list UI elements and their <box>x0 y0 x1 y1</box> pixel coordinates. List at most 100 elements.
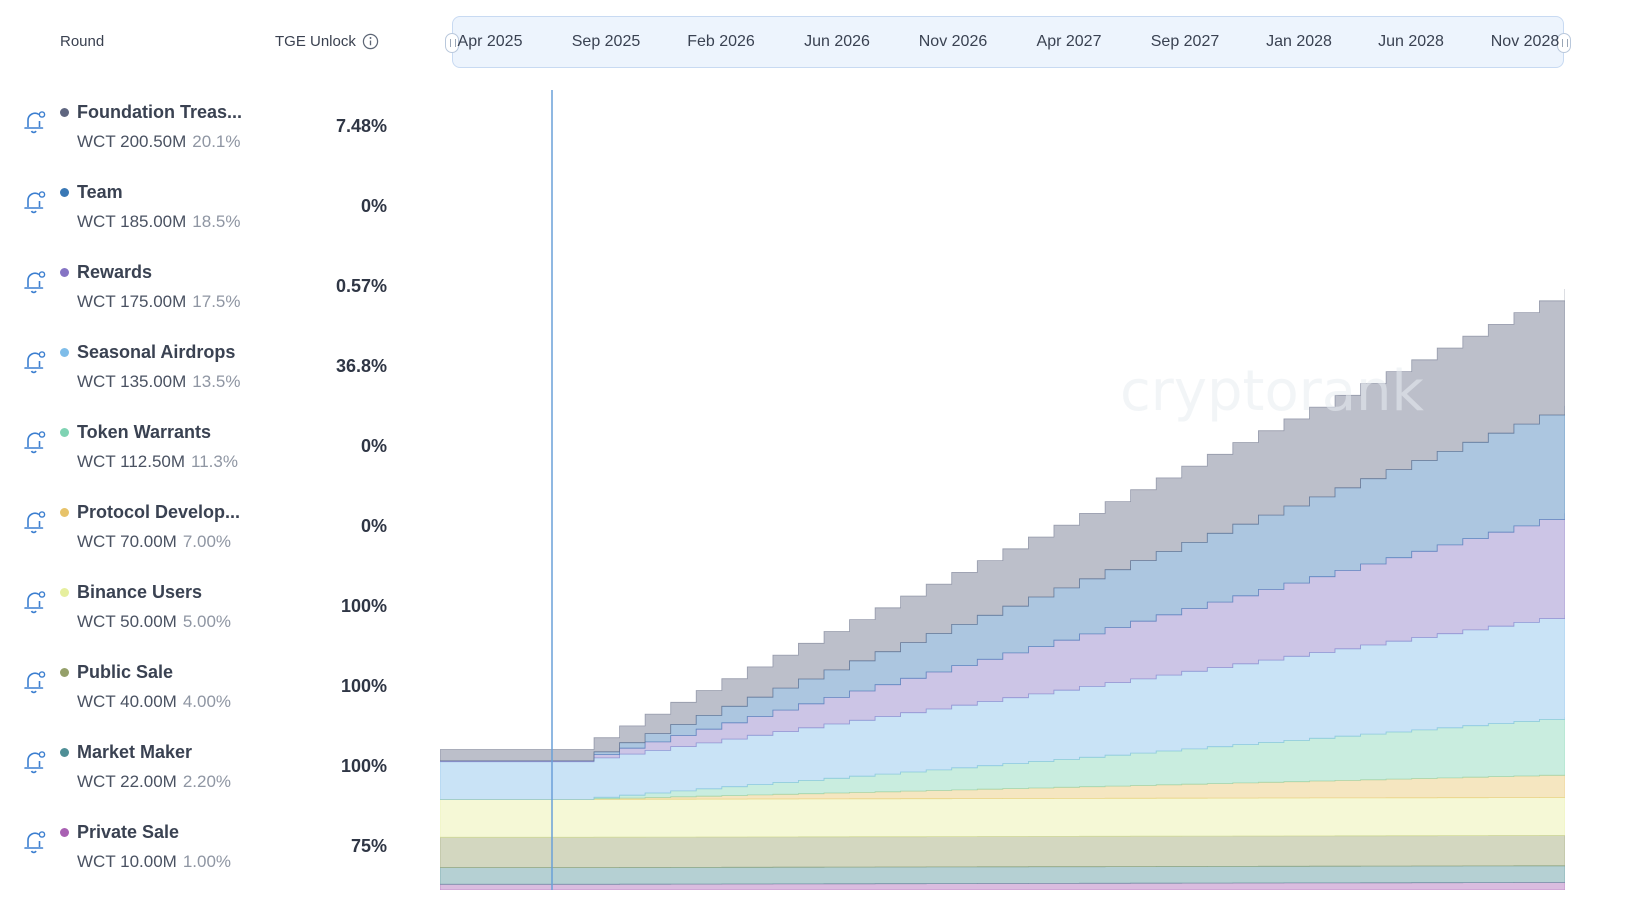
round-amount: WCT 175.00M <box>77 292 187 311</box>
timeline-range-slider[interactable]: Apr 2025 Sep 2025 Feb 2026 Jun 2026 Nov 2026… <box>445 16 1571 68</box>
round-color-dot <box>60 588 69 597</box>
round-share: 7.00% <box>182 532 232 551</box>
round-color-dot <box>60 268 69 277</box>
timeline-label: Sep 2027 <box>1150 33 1220 50</box>
area-series[interactable] <box>440 835 1565 868</box>
round-share: 18.5% <box>192 212 241 231</box>
round-share: 17.5% <box>192 292 241 311</box>
timeline-label: Apr 2025 <box>457 33 523 50</box>
timeline-label: Jun 2026 <box>804 33 870 50</box>
range-end-handle[interactable] <box>1557 33 1571 53</box>
round-tge-unlock: 0% <box>360 516 387 536</box>
round-name: Token Warrants <box>77 422 212 442</box>
timeline-label: Jun 2028 <box>1378 33 1444 50</box>
round-share: 13.5% <box>192 372 241 391</box>
watermark: cryptorank <box>1120 359 1425 424</box>
bell-alert-icon[interactable] <box>22 348 48 376</box>
round-share: 4.00% <box>182 692 232 711</box>
round-color-dot <box>60 348 69 357</box>
round-amount: WCT 185.00M <box>77 212 187 231</box>
round-amount: WCT 10.00M <box>77 852 177 871</box>
area-series[interactable] <box>440 289 1565 762</box>
bell-alert-icon[interactable] <box>22 588 48 616</box>
round-color-dot <box>60 508 69 517</box>
round-allocation: WCT 40.00M 4.00% <box>77 692 231 712</box>
round-name: Rewards <box>77 262 153 282</box>
round-allocation: WCT 70.00M 7.00% <box>77 532 231 552</box>
round-amount: WCT 135.00M <box>77 372 187 391</box>
round-name: Public Sale <box>77 662 174 682</box>
round-name: Private Sale <box>77 822 180 842</box>
round-row[interactable]: Team WCT 185.00M 18.5% 0% <box>0 174 400 252</box>
round-color-dot <box>60 748 69 757</box>
area-series[interactable] <box>440 865 1565 885</box>
chart-areas <box>440 289 1565 890</box>
round-amount: WCT 22.00M <box>77 772 177 791</box>
round-row[interactable]: Private Sale WCT 10.00M 1.00% 75% <box>0 814 400 892</box>
round-color-dot <box>60 428 69 437</box>
round-share: 11.3% <box>191 452 238 471</box>
round-name: Market Maker <box>77 742 193 762</box>
timeline-label: Apr 2027 <box>1036 33 1102 50</box>
round-row[interactable]: Rewards WCT 175.00M 17.5% 0.57% <box>0 254 400 332</box>
round-amount: WCT 50.00M <box>77 612 177 631</box>
round-name: Team <box>77 182 123 202</box>
bell-alert-icon[interactable] <box>22 268 48 296</box>
area-series[interactable] <box>440 797 1565 838</box>
round-row[interactable]: Public Sale WCT 40.00M 4.00% 100% <box>0 654 400 732</box>
round-color-dot <box>60 108 69 117</box>
round-amount: WCT 40.00M <box>77 692 177 711</box>
round-amount: WCT 70.00M <box>77 532 177 551</box>
timeline-label: Nov 2028 <box>1490 33 1560 50</box>
round-tge-unlock: 0% <box>360 196 387 216</box>
bell-alert-icon[interactable] <box>22 828 48 856</box>
round-allocation: WCT 185.00M 18.5% <box>77 212 240 232</box>
round-share: 20.1% <box>192 132 241 151</box>
round-amount: WCT 200.50M <box>77 132 187 151</box>
bell-alert-icon[interactable] <box>22 108 48 136</box>
round-allocation: WCT 50.00M 5.00% <box>77 612 231 632</box>
round-row[interactable]: Seasonal Airdrops WCT 135.00M 13.5% 36.8% <box>0 334 400 412</box>
timeline-label: Feb 2026 <box>687 33 755 50</box>
bell-alert-icon[interactable] <box>22 508 48 536</box>
timeline-label: Nov 2026 <box>918 33 988 50</box>
round-allocation: WCT 10.00M 1.00% <box>77 852 231 872</box>
round-allocation: WCT 175.00M 17.5% <box>77 292 240 312</box>
bell-alert-icon[interactable] <box>22 748 48 776</box>
round-tge-unlock: 75% <box>350 836 387 856</box>
round-tge-unlock: 36.8% <box>335 356 387 376</box>
bell-alert-icon[interactable] <box>22 188 48 216</box>
round-name: Seasonal Airdrops <box>77 342 236 362</box>
bell-alert-icon[interactable] <box>22 668 48 696</box>
round-row[interactable]: Token Warrants WCT 112.50M 11.3% 0% <box>0 414 400 492</box>
round-allocation: WCT 22.00M 2.20% <box>77 772 231 792</box>
timeline-label: Jan 2028 <box>1266 33 1332 50</box>
round-allocation: WCT 112.50M 11.3% <box>77 452 238 472</box>
round-allocation: WCT 200.50M 20.1% <box>77 132 240 152</box>
round-color-dot <box>60 188 69 197</box>
round-tge-unlock: 100% <box>340 596 387 616</box>
timeline-label: Sep 2025 <box>571 33 641 50</box>
round-allocation: WCT 135.00M 13.5% <box>77 372 240 392</box>
column-header-tge: TGE Unlock <box>275 33 379 50</box>
round-tge-unlock: 7.48% <box>335 116 387 136</box>
round-share: 1.00% <box>182 852 232 871</box>
round-tge-unlock: 0% <box>360 436 387 456</box>
bell-alert-icon[interactable] <box>22 428 48 456</box>
round-name: Protocol Develop... <box>77 502 241 522</box>
round-name: Foundation Treas... <box>77 102 243 122</box>
round-row[interactable]: Market Maker WCT 22.00M 2.20% 100% <box>0 734 400 812</box>
round-row[interactable]: Foundation Treas... WCT 200.50M 20.1% 7.48% <box>0 94 400 172</box>
round-row[interactable]: Binance Users WCT 50.00M 5.00% 100% <box>0 574 400 652</box>
round-name: Binance Users <box>77 582 203 602</box>
round-color-dot <box>60 668 69 677</box>
round-share: 5.00% <box>182 612 232 631</box>
round-row[interactable]: Protocol Develop... WCT 70.00M 7.00% 0% <box>0 494 400 572</box>
range-start-handle[interactable] <box>445 33 459 53</box>
round-tge-unlock: 100% <box>340 676 387 696</box>
round-tge-unlock: 0.57% <box>335 276 387 296</box>
round-tge-unlock: 100% <box>340 756 387 776</box>
info-icon[interactable] <box>362 33 379 50</box>
vesting-area-chart[interactable]: cryptorank <box>440 80 1565 890</box>
tge-header-label: TGE Unlock <box>275 33 356 50</box>
